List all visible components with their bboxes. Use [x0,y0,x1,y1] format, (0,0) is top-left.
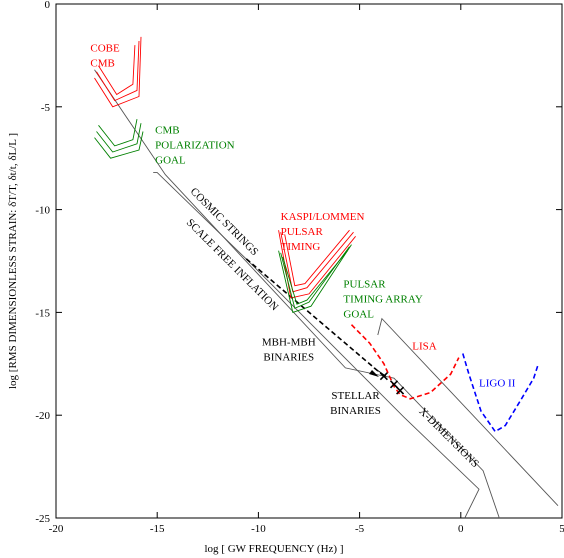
y-tick-label: -10 [35,205,50,217]
series-line [377,317,559,507]
marker-layer [379,372,405,395]
annotation-line: BINARIES [263,351,314,363]
annotation-line: GOAL [343,309,374,321]
series-line [98,119,138,147]
annotation-label: KASPI/LOMMEN PULSAR TIMING [281,211,365,253]
x-tick-label: -20 [49,523,64,535]
annotation-line: GOAL [155,155,186,167]
annotation-line: BINARIES [330,405,381,417]
annotation-label: CMB POLARIZATION GOAL [155,125,234,167]
binary-marker [389,380,399,389]
x-tick-label: 5 [559,523,564,535]
annotation-line: MBH-MBH [262,336,316,348]
annotation-line: LISA [412,340,437,352]
series-line [282,250,348,305]
annotation-line: CMB [90,57,114,69]
series-line [153,172,480,519]
series-line [284,229,350,287]
annotation-line: LIGO II [479,377,516,389]
x-tick-label: -5 [355,523,365,535]
series-line [94,69,500,519]
annotation-line: PULSAR [281,226,324,238]
series-line [462,353,539,433]
arrow-head [369,370,379,377]
series-line [373,367,387,377]
annotation-line: TIMING ARRAY [343,294,422,306]
annotation-line: CMB [155,125,179,137]
annotation-label: COBE CMB [90,42,120,69]
annotation-label: LISA [412,340,437,352]
series-layer [94,36,559,519]
series-line [94,36,142,108]
annotation-line: TIMING [281,241,321,253]
annotation-line: STELLAR [331,390,380,402]
annotation-label: PULSAR TIMING ARRAY GOAL [343,279,422,321]
x-tick-label: -15 [150,523,165,535]
series-line [280,231,354,293]
y-tick-label: 0 [45,0,51,11]
annotation-line: POLARIZATION [155,140,234,152]
series-line [280,246,350,309]
annotation-label: STELLAR BINARIES [330,390,381,417]
series-line [94,131,144,159]
x-tick-label: 0 [458,523,464,535]
annotation-line: PULSAR [343,279,386,291]
series-line [98,45,136,96]
x-tick-label: -10 [251,523,266,535]
series-line [245,258,385,377]
plot-frame [55,3,563,519]
series-line [278,244,352,313]
y-tick-label: -5 [41,102,51,114]
annotation-label: LIGO II [479,377,516,389]
tick-layer: -20 -15 -10 -5 0 50-5-10-15-20-25 [35,0,564,535]
binary-marker [379,372,388,381]
annotation-line: KASPI/LOMMEN [281,211,365,223]
y-tick-label: -25 [35,513,50,525]
y-axis-label: log [RMS DIMENSIONLESS STRAIN: δT/T, δt/… [7,133,19,389]
annotation-layer: COBE CMB CMB POLARIZATION GOAL KASPI/LOMMEN PU… [90,42,515,470]
binary-marker [396,386,405,395]
annotation-label: MBH-MBH BINARIES [262,336,316,363]
y-tick-label: -15 [35,307,50,319]
series-line [96,123,142,153]
x-axis-label: log [ GW FREQUENCY (Hz) ] [204,543,343,555]
annotation-line: COBE [90,42,120,54]
series-line [96,40,140,102]
y-tick-label: -20 [35,410,50,422]
series-line [350,324,460,400]
